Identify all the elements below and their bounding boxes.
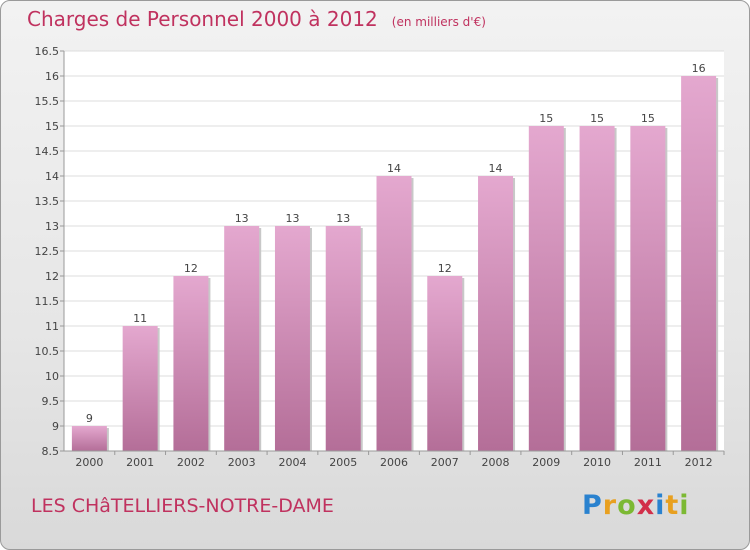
x-tick-label: 2004 bbox=[278, 456, 306, 469]
x-tick-label: 2012 bbox=[685, 456, 713, 469]
y-tick-label: 13 bbox=[45, 220, 59, 233]
bar bbox=[579, 126, 615, 451]
y-tick-label: 11 bbox=[45, 320, 59, 333]
y-tick-label: 13.5 bbox=[35, 195, 60, 208]
logo-letter: P bbox=[582, 490, 603, 521]
logo-letter: o bbox=[617, 490, 637, 521]
data-label: 16 bbox=[692, 62, 706, 75]
y-tick-label: 12.5 bbox=[35, 245, 60, 258]
bar bbox=[274, 226, 310, 451]
bars: 9 11 12 13 13 13 14 12 14 15 15 15 16 bbox=[71, 62, 719, 451]
y-tick-label: 8.5 bbox=[42, 445, 60, 458]
x-tick-label: 2000 bbox=[75, 456, 103, 469]
bar bbox=[325, 226, 361, 451]
x-tick-label: 2006 bbox=[380, 456, 408, 469]
x-tick-label: 2011 bbox=[634, 456, 662, 469]
bar bbox=[681, 76, 717, 451]
y-tick-label: 14 bbox=[45, 170, 59, 183]
data-label: 15 bbox=[539, 112, 553, 125]
axes: 8.5 9 9.5 10 10.5 11 11.5 12 12.5 13 13.5 14 14.5 15 1… bbox=[35, 45, 725, 469]
logo-letter: x bbox=[636, 490, 656, 521]
bar bbox=[528, 126, 564, 451]
bar bbox=[224, 226, 260, 451]
x-tick-label: 2007 bbox=[431, 456, 459, 469]
x-tick-label: 2003 bbox=[228, 456, 256, 469]
proxiti-logo: Proxiti bbox=[582, 490, 690, 521]
logo-letter: t bbox=[665, 490, 680, 521]
y-tick-label: 14.5 bbox=[35, 145, 60, 158]
data-label: 14 bbox=[489, 162, 503, 175]
x-tick-label: 2002 bbox=[177, 456, 205, 469]
y-tick-label: 15 bbox=[45, 120, 59, 133]
y-tick-label: 9 bbox=[52, 420, 59, 433]
data-label: 13 bbox=[285, 212, 299, 225]
data-label: 11 bbox=[133, 312, 147, 325]
x-tick-label: 2005 bbox=[329, 456, 357, 469]
data-label: 12 bbox=[184, 262, 198, 275]
data-label: 13 bbox=[235, 212, 249, 225]
bar bbox=[71, 426, 107, 451]
bar bbox=[427, 276, 463, 451]
logo-letter: i bbox=[679, 490, 690, 521]
data-label: 14 bbox=[387, 162, 401, 175]
x-tick-label: 2008 bbox=[482, 456, 510, 469]
bar bbox=[478, 176, 514, 451]
title-text: Charges de Personnel 2000 à 2012 bbox=[27, 7, 378, 31]
y-tick-label: 16 bbox=[45, 70, 59, 83]
bar bbox=[173, 276, 209, 451]
data-label: 15 bbox=[641, 112, 655, 125]
unit-note: (en milliers d'€) bbox=[391, 15, 486, 29]
y-tick-label: 9.5 bbox=[42, 395, 60, 408]
y-tick-label: 12 bbox=[45, 270, 59, 283]
bar bbox=[630, 126, 666, 451]
data-label: 12 bbox=[438, 262, 452, 275]
bar bbox=[376, 176, 412, 451]
data-label: 15 bbox=[590, 112, 604, 125]
logo-letter: i bbox=[655, 490, 666, 521]
y-tick-label: 10.5 bbox=[35, 345, 60, 358]
chart-title: Charges de Personnel 2000 à 2012 (en mill… bbox=[27, 7, 486, 31]
y-tick-label: 10 bbox=[45, 370, 59, 383]
x-tick-label: 2001 bbox=[126, 456, 154, 469]
x-tick-label: 2010 bbox=[583, 456, 611, 469]
data-label: 9 bbox=[86, 412, 93, 425]
logo-letter: r bbox=[602, 490, 618, 521]
data-label: 13 bbox=[336, 212, 350, 225]
bar bbox=[122, 326, 158, 451]
x-tick-label: 2009 bbox=[532, 456, 560, 469]
commune-name: LES CHâTELLIERS-NOTRE-DAME bbox=[31, 495, 334, 517]
y-tick-label: 11.5 bbox=[35, 295, 60, 308]
y-tick-label: 16.5 bbox=[35, 45, 60, 58]
y-tick-label: 15.5 bbox=[35, 95, 60, 108]
